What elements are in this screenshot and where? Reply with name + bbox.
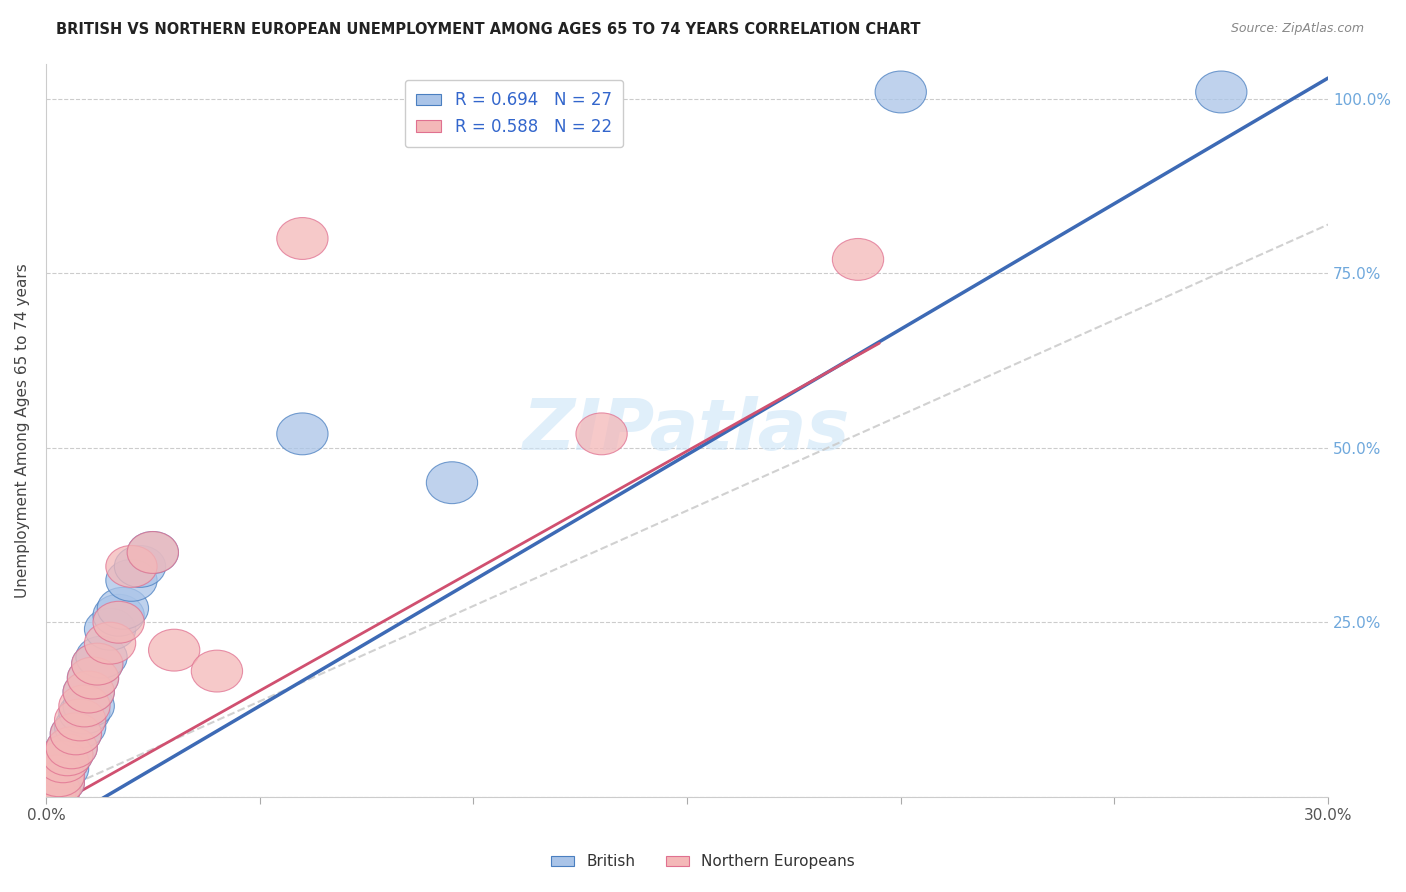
Ellipse shape [875,71,927,113]
Ellipse shape [51,713,101,755]
Ellipse shape [72,643,122,685]
Ellipse shape [277,413,328,455]
Ellipse shape [38,747,89,789]
Ellipse shape [426,462,478,504]
Ellipse shape [105,546,157,587]
Ellipse shape [30,769,80,811]
Ellipse shape [46,727,97,769]
Ellipse shape [30,769,80,811]
Ellipse shape [97,587,149,629]
Ellipse shape [46,727,97,769]
Ellipse shape [24,772,76,814]
Ellipse shape [59,685,110,727]
Ellipse shape [76,636,127,678]
Ellipse shape [42,734,93,776]
Ellipse shape [1195,71,1247,113]
Ellipse shape [51,713,101,755]
Ellipse shape [30,765,80,807]
Legend: R = 0.694   N = 27, R = 0.588   N = 22: R = 0.694 N = 27, R = 0.588 N = 22 [405,79,623,147]
Ellipse shape [576,413,627,455]
Ellipse shape [24,772,76,814]
Ellipse shape [63,671,114,713]
Ellipse shape [84,608,136,650]
Ellipse shape [105,559,157,601]
Legend: British, Northern Europeans: British, Northern Europeans [546,848,860,875]
Ellipse shape [149,629,200,671]
Ellipse shape [191,650,243,692]
Text: BRITISH VS NORTHERN EUROPEAN UNEMPLOYMENT AMONG AGES 65 TO 74 YEARS CORRELATION : BRITISH VS NORTHERN EUROPEAN UNEMPLOYMEN… [56,22,921,37]
Ellipse shape [93,594,145,636]
Text: ZIPatlas: ZIPatlas [523,396,851,465]
Ellipse shape [59,692,110,734]
Ellipse shape [38,741,89,782]
Ellipse shape [34,755,84,797]
Ellipse shape [832,238,883,280]
Ellipse shape [34,755,84,797]
Ellipse shape [93,601,145,643]
Ellipse shape [277,218,328,260]
Ellipse shape [55,706,105,747]
Ellipse shape [34,762,84,804]
Ellipse shape [42,734,93,776]
Ellipse shape [63,685,114,727]
Ellipse shape [114,546,166,587]
Y-axis label: Unemployment Among Ages 65 to 74 years: Unemployment Among Ages 65 to 74 years [15,263,30,598]
Ellipse shape [72,643,122,685]
Ellipse shape [38,741,89,782]
Ellipse shape [55,699,105,741]
Ellipse shape [67,657,118,699]
Ellipse shape [127,532,179,574]
Text: Source: ZipAtlas.com: Source: ZipAtlas.com [1230,22,1364,36]
Ellipse shape [34,762,84,804]
Ellipse shape [84,623,136,665]
Ellipse shape [127,532,179,574]
Ellipse shape [67,657,118,699]
Ellipse shape [63,671,114,713]
